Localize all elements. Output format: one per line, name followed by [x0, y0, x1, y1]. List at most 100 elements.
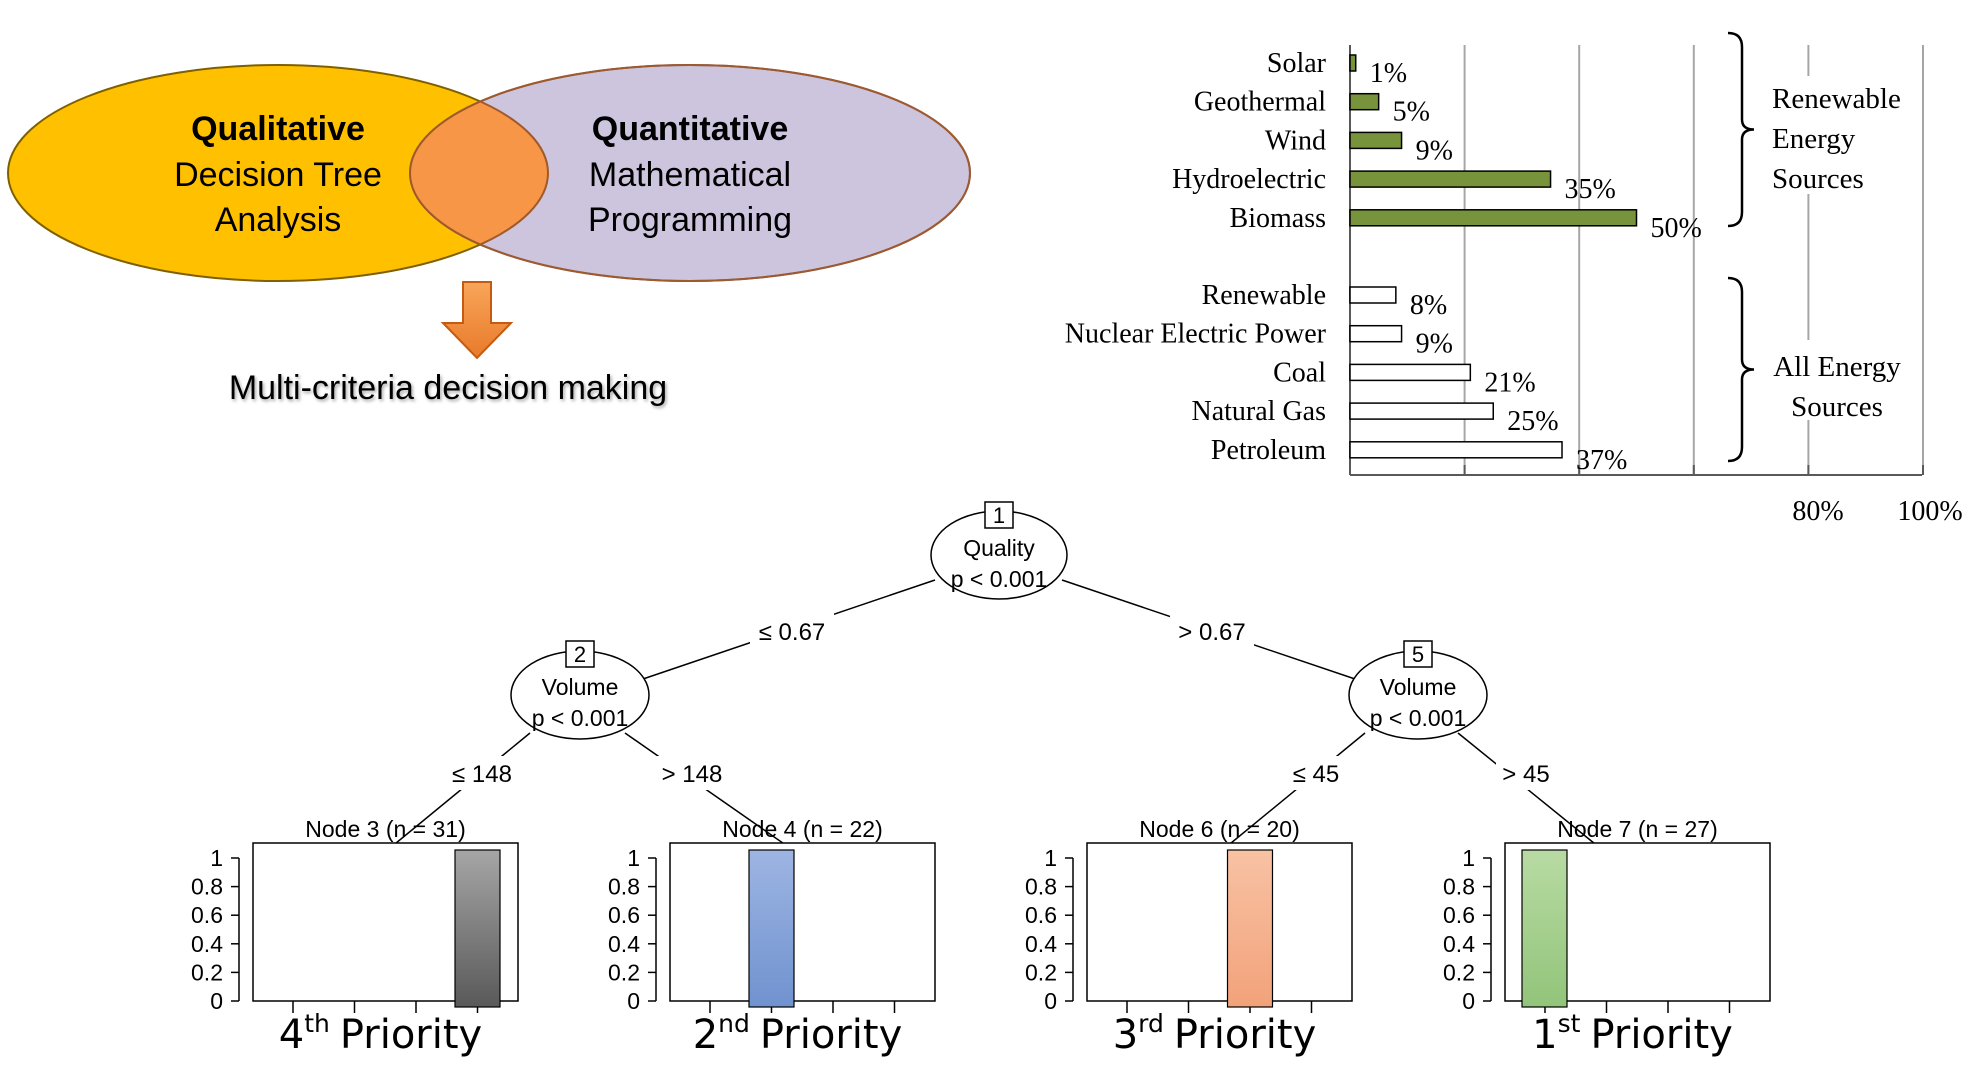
leaf-y-tick-label: 0.2	[191, 959, 223, 985]
node-5-pvalue: p < 0.001	[1370, 705, 1467, 731]
priority-ordinal-suffix: rd	[1138, 1009, 1164, 1038]
node-id-1: 1	[993, 503, 1005, 528]
leaf-y-tick-label: 0.8	[1443, 874, 1475, 900]
leaf-y-tick-label: 0.6	[1443, 902, 1475, 928]
category-label-coal: Coal	[1273, 357, 1326, 388]
category-label-biomass: Biomass	[1230, 203, 1326, 234]
bar-solar	[1349, 54, 1357, 72]
leaf-y-tick-label: 0.2	[1443, 959, 1475, 985]
chart-bars	[1349, 54, 1638, 459]
leaf-y-tick-label: 1	[1044, 845, 1057, 871]
priority-word: Priority	[1174, 1012, 1316, 1058]
leaf-priority-label: 4th Priority	[279, 1009, 482, 1058]
leaf-y-tick-label: 0	[627, 988, 640, 1014]
leaf-y-tick-label: 0.6	[608, 902, 640, 928]
result-label: Multi-criteria decision making	[229, 369, 667, 407]
leaf-panel-1: Node 3 (n = 31) 1 0.80.6 0.40.2 0 4th Priority	[191, 816, 519, 1058]
value-label-wind: 9%	[1416, 135, 1453, 166]
value-label-coal: 21%	[1484, 367, 1535, 398]
node-id-2: 2	[574, 642, 586, 667]
leaf-priority-label: 3rd Priority	[1113, 1009, 1317, 1058]
node-2-pvalue: p < 0.001	[532, 705, 629, 731]
leaf-title: Node 6 (n = 20)	[1139, 816, 1299, 842]
leaf-bar	[1226, 849, 1274, 1008]
leaf-panel-2: Node 4 (n = 22) 1 0.80.6 0.40.2 0 2nd Priority	[608, 816, 936, 1058]
tree-node-2: 2 Volume p < 0.001	[510, 640, 650, 740]
leaf-panel-3: Node 6 (n = 20) 1 0.80.6 0.40.2 0 3rd Priority	[1025, 816, 1353, 1058]
node-1-variable: Quality	[963, 535, 1035, 561]
value-label-solar: 1%	[1370, 58, 1407, 89]
leaf-y-tick-label: 0.6	[191, 902, 223, 928]
edge-label-root-left: ≤ 0.67	[759, 619, 826, 646]
leaf-title: Node 3 (n = 31)	[305, 816, 465, 842]
value-label-biomass: 50%	[1651, 213, 1702, 244]
bar-petroleum	[1349, 441, 1563, 459]
bar-natural-gas	[1349, 402, 1494, 420]
leaf-title: Node 4 (n = 22)	[722, 816, 882, 842]
edge-node5-right	[1457, 732, 1601, 849]
group-label-bg-all-energy	[1762, 340, 1912, 420]
edge-label-node2-left: ≤ 148	[452, 761, 512, 788]
category-label-petroleum: Petroleum	[1211, 435, 1326, 466]
leaf-y-tick-label: 1	[1462, 845, 1475, 871]
edge-label-node5-right: > 45	[1502, 761, 1549, 788]
category-label-geothermal: Geothermal	[1194, 87, 1326, 118]
group-label-all-energy-line-1: All Energy	[1773, 351, 1901, 383]
leaf-y-tick-label: 0.4	[191, 931, 223, 957]
leaf-y-tick-label: 0	[1044, 988, 1057, 1014]
bar-renewable	[1349, 286, 1397, 304]
energy-bar-chart: 1% Solar 5% Geothermal 9% Wind 35% Hydroelectri…	[1065, 31, 1963, 527]
leaf-bar	[454, 849, 501, 1008]
value-label-renewable: 8%	[1410, 290, 1447, 321]
priority-word: Priority	[340, 1012, 482, 1058]
group-label-renewable-line-2: Energy	[1772, 123, 1856, 155]
edge-node2-left	[389, 732, 531, 849]
chart-group-braces: Renewable Energy Sources All Energy Sources	[1727, 31, 1912, 463]
value-label-petroleum: 37%	[1576, 445, 1627, 476]
priority-rank: 3	[1113, 1012, 1138, 1058]
edge-label-node5-left: ≤ 45	[1293, 761, 1340, 788]
edge-node2-right	[624, 732, 791, 849]
priority-word: Priority	[1590, 1012, 1732, 1058]
down-arrow-icon	[440, 281, 514, 360]
group-label-renewable-line-1: Renewable	[1772, 83, 1901, 115]
leaf-y-tick-label: 0.4	[1025, 931, 1057, 957]
chart-gridlines	[1349, 45, 1924, 475]
value-label-nuclear-electric-power: 9%	[1416, 329, 1453, 360]
category-label-hydroelectric: Hydroelectric	[1172, 164, 1326, 195]
bar-wind	[1349, 131, 1403, 150]
leaf-y-tick-label: 0.6	[1025, 902, 1057, 928]
priority-rank: 4	[279, 1012, 304, 1058]
leaf-priority-label: 1st Priority	[1532, 1009, 1733, 1058]
value-label-hydroelectric: 35%	[1565, 174, 1616, 205]
category-label-wind: Wind	[1265, 125, 1326, 156]
venn-diagram: Qualitative Decision Tree Analysis Quant…	[7, 64, 971, 407]
leaf-y-tick-label: 1	[210, 845, 223, 871]
bar-coal	[1349, 363, 1472, 382]
leaf-y-tick-label: 1	[627, 845, 640, 871]
decision-tree: ≤ 0.67 > 0.67 ≤ 148 > 148 ≤ 45 > 45 1 Qu…	[191, 501, 1771, 1058]
priority-rank: 2	[693, 1012, 718, 1058]
brace-all-energy	[1727, 276, 1755, 463]
value-label-geothermal: 5%	[1393, 97, 1430, 128]
leaf-y-tick-label: 0.8	[191, 874, 223, 900]
priority-ordinal-suffix: th	[304, 1009, 330, 1038]
qualitative-line-1: Decision Tree	[174, 156, 382, 194]
category-label-solar: Solar	[1267, 48, 1327, 79]
leaf-y-tick-label: 0	[1462, 988, 1475, 1014]
leaf-y-tick-label: 0.8	[1025, 874, 1057, 900]
tree-node-5: 5 Volume p < 0.001	[1348, 640, 1488, 740]
tree-node-root: 1 Quality p < 0.001	[930, 501, 1068, 600]
leaf-y-tick-label: 0.4	[608, 931, 640, 957]
leaf-y-tick-label: 0.4	[1443, 931, 1475, 957]
bar-nuclear-electric-power	[1349, 324, 1403, 343]
group-label-renewable-line-3: Sources	[1772, 163, 1864, 195]
edge-label-root-right: > 0.67	[1178, 619, 1245, 646]
bar-hydroelectric	[1349, 170, 1552, 188]
brace-renewable	[1727, 31, 1755, 228]
category-label-renewable: Renewable	[1202, 280, 1326, 311]
bar-geothermal	[1349, 92, 1380, 111]
priority-ordinal-suffix: st	[1558, 1009, 1581, 1038]
